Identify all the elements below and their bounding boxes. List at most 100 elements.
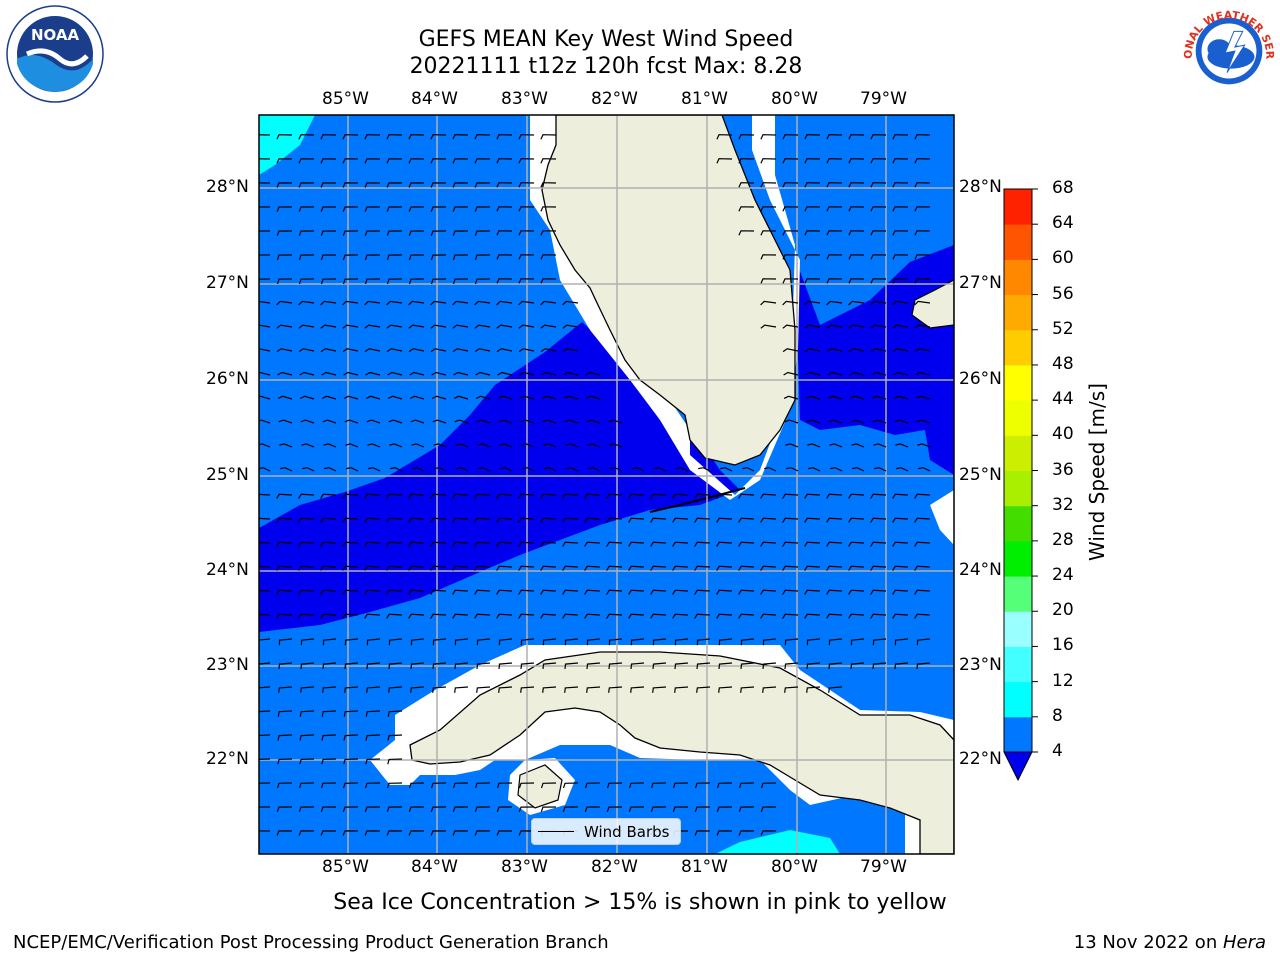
wind-barb (276, 541, 293, 547)
wind-barb (914, 565, 931, 571)
wind-barbs (259, 134, 931, 836)
wind-barb (452, 589, 469, 595)
wind-barb (829, 443, 843, 448)
colorbar-bin (1004, 470, 1032, 507)
wind-barb (716, 806, 733, 813)
wind-barb (760, 782, 777, 789)
wind-barb (298, 158, 315, 164)
wind-barb (259, 830, 271, 832)
wind-barb (346, 467, 359, 472)
wind-barb (606, 589, 623, 595)
wind-barb (342, 158, 359, 164)
wind-barb (298, 517, 315, 523)
wind-barb (299, 371, 315, 376)
lon-label-bottom: 80°W (771, 857, 818, 877)
wind-barb (388, 638, 403, 646)
wind-barb (848, 348, 865, 353)
wind-barb (540, 206, 557, 212)
wind-barb (652, 662, 667, 670)
wind-barb (344, 662, 359, 670)
wind-barb (430, 348, 447, 353)
wind-barb (807, 443, 821, 448)
wind-barb (259, 734, 271, 737)
wind-barb (430, 565, 447, 571)
wind-barb (474, 517, 491, 523)
wind-barb (452, 300, 469, 306)
wind-barb (496, 324, 513, 329)
wind-barb (848, 324, 865, 329)
wind-barb (738, 613, 755, 619)
wind-barb (738, 493, 755, 499)
wind-barb (474, 782, 491, 789)
wind-barb (870, 348, 887, 353)
wind-barb (520, 686, 535, 693)
wind-barb (585, 371, 601, 376)
wind-barb (342, 206, 358, 212)
wind-barb (760, 830, 777, 836)
wind-barb (782, 254, 799, 260)
wind-barb (500, 467, 513, 472)
wind-barb (387, 371, 403, 376)
wind-barb (848, 278, 865, 284)
lat-label-left: 23°N (206, 655, 249, 675)
wind-barb (386, 517, 403, 523)
wind-barb (872, 662, 887, 670)
wind-barb (320, 830, 337, 836)
wind-barb (782, 589, 799, 595)
wind-barb (298, 324, 315, 329)
wind-barb (277, 734, 293, 741)
wind-barb (892, 565, 909, 571)
wind-barb (432, 638, 447, 646)
wind-barb (918, 467, 931, 472)
wind-barb (364, 206, 380, 212)
wind-barb (760, 300, 777, 306)
wind-barb (892, 206, 909, 212)
wind-barb (276, 324, 293, 329)
wind-barb (694, 541, 711, 547)
wind-barb (259, 371, 271, 376)
wind-barb (342, 541, 359, 547)
wind-8-12-south (715, 830, 840, 854)
colorbar-bin (1004, 505, 1032, 542)
wind-barb (562, 589, 579, 595)
wind-barb (430, 613, 447, 619)
wind-barb (386, 182, 403, 188)
wind-barb (870, 206, 887, 212)
wind-barb (408, 782, 425, 789)
wind-barb (584, 613, 601, 619)
wind-barb (342, 300, 359, 306)
wind-barb (498, 662, 513, 670)
wind-barb (298, 565, 315, 571)
wind-barb (827, 395, 843, 400)
wind-barb (564, 419, 579, 424)
wind-barb (364, 158, 381, 164)
wind-barb (628, 806, 645, 813)
wind-barb (894, 419, 909, 424)
wind-barb (518, 782, 535, 789)
wind-barb (694, 589, 711, 595)
wind-barb (496, 254, 513, 260)
wind-barb (540, 300, 557, 306)
wind-barb (364, 830, 381, 836)
wind-barb (540, 134, 557, 140)
wind-barb (540, 565, 557, 571)
chart-title-line2: 20221111 t12z 120h fcst Max: 8.28 (409, 54, 803, 79)
wind-barb (430, 230, 447, 236)
wind-barb (895, 443, 909, 448)
wind-barb (585, 395, 601, 400)
wind-barb (606, 806, 623, 813)
wind-barb (914, 254, 931, 260)
wind-barb (540, 517, 557, 523)
wind-barb (474, 613, 491, 619)
wind-barb (764, 467, 777, 472)
wind-barb (496, 278, 513, 284)
wind-barb (543, 443, 557, 448)
isla-juventud-land (517, 764, 563, 809)
lon-label-top: 83°W (501, 89, 548, 109)
wind-barb (476, 686, 491, 693)
wind-barb (259, 278, 271, 280)
wind-barb (892, 493, 909, 499)
wind-barb (386, 830, 403, 836)
wind-barb (872, 638, 887, 646)
wind-barb (452, 254, 469, 261)
